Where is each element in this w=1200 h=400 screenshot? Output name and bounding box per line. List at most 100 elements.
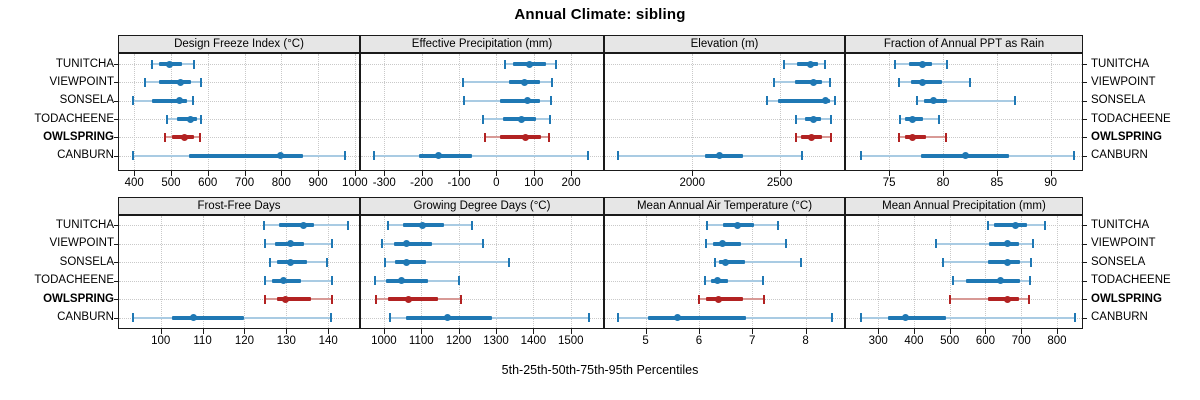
interquartile-bar: [386, 278, 428, 283]
interquartile-bar: [795, 80, 822, 85]
whisker-cap-5th: [381, 239, 384, 248]
whisker-range-line: [385, 261, 509, 263]
horizontal-gridline: [361, 299, 603, 300]
whisker-cap-5th: [462, 96, 465, 106]
x-tick-label: 300: [868, 335, 888, 347]
y-axis-tick: [114, 280, 118, 282]
site-label-right: TUNITCHA: [1091, 218, 1150, 231]
interquartile-bar: [705, 297, 744, 301]
panel-box: [118, 53, 360, 171]
median-dot: [181, 133, 189, 141]
vertical-gridline: [496, 54, 498, 170]
whisker-range-line: [860, 316, 1075, 319]
x-tick-label: 500: [940, 335, 960, 347]
x-tick-label: 130: [276, 335, 296, 347]
whisker-cap-5th: [617, 313, 620, 322]
x-axis-tick: [421, 329, 423, 334]
whisker-cap-5th: [263, 239, 266, 248]
whisker-cap-95th: [1073, 313, 1076, 322]
whisker-cap-5th: [263, 276, 266, 285]
x-tick-label: 700: [1011, 335, 1031, 347]
site-label-left: TUNITCHA: [55, 218, 114, 231]
whisker-cap-95th: [762, 276, 765, 285]
y-axis-tick: [114, 243, 118, 245]
interquartile-bar: [648, 315, 746, 320]
y-axis-tick: [114, 317, 118, 319]
vertical-gridline: [878, 216, 880, 328]
horizontal-gridline: [361, 225, 603, 226]
whisker-cap-5th: [262, 220, 265, 230]
vertical-gridline: [943, 54, 944, 170]
x-tick-label: 7: [749, 335, 756, 347]
y-axis-tick: [114, 299, 118, 300]
vertical-gridline: [328, 216, 330, 328]
vertical-gridline: [533, 216, 535, 328]
whisker-cap-95th: [549, 114, 552, 124]
whisker-cap-5th: [766, 96, 769, 106]
panel-strip: Mean Annual Air Temperature (°C): [604, 197, 845, 215]
whisker-cap-95th: [331, 239, 334, 248]
median-dot: [397, 277, 405, 284]
site-label-left: TODACHEENE: [34, 112, 114, 125]
x-tick-label: 400: [904, 335, 924, 347]
x-tick-label: 600: [198, 177, 218, 189]
vertical-gridline: [779, 54, 781, 170]
whisker-cap-95th: [329, 313, 332, 322]
horizontal-gridline: [605, 100, 844, 102]
whisker-cap-95th: [824, 59, 827, 69]
x-tick-label: -200: [410, 177, 434, 189]
panel-box: [845, 53, 1083, 171]
horizontal-gridline: [846, 225, 1082, 226]
y-axis-tick: [1083, 64, 1087, 65]
x-axis-tick: [207, 171, 209, 176]
whisker-cap-95th: [1073, 151, 1076, 161]
vertical-gridline: [698, 216, 700, 328]
x-tick-label: 90: [1044, 177, 1058, 189]
median-dot: [525, 60, 533, 68]
site-label-right: TODACHEENE: [1091, 274, 1171, 286]
panel-strip: Frost-Free Days: [118, 197, 360, 215]
horizontal-gridline: [119, 243, 359, 245]
x-axis-tick: [1050, 171, 1052, 176]
whisker-cap-5th: [697, 294, 700, 304]
vertical-gridline: [889, 54, 891, 170]
whisker-cap-5th: [484, 132, 487, 142]
median-dot: [909, 133, 917, 141]
site-label-left: SONSELA: [59, 255, 114, 268]
median-dot: [919, 60, 927, 68]
vertical-gridline: [384, 54, 386, 170]
vertical-gridline: [645, 216, 647, 328]
x-axis-tick: [571, 171, 573, 176]
whisker-cap-95th: [1029, 276, 1032, 285]
whisker-cap-5th: [481, 114, 484, 124]
interquartile-bar: [713, 241, 742, 246]
median-dot: [809, 78, 817, 86]
x-axis-tick: [459, 171, 461, 176]
site-label-right: TODACHEENE: [1091, 112, 1171, 125]
x-tick-label: 75: [882, 177, 896, 189]
vertical-gridline: [383, 216, 385, 328]
x-axis-tick: [1056, 329, 1058, 334]
site-label-right: CANBURN: [1091, 149, 1148, 162]
panel-title: Design Freeze Index (°C): [174, 38, 304, 50]
percentiles-caption: 5th-25th-50th-75th-95th Percentiles: [501, 363, 699, 377]
whisker-cap-95th: [1044, 220, 1047, 230]
panel-box: [360, 215, 604, 329]
whisker-cap-95th: [1028, 294, 1031, 304]
median-dot: [808, 133, 816, 141]
y-axis-tick: [114, 119, 118, 121]
site-label-right: VIEWPOINT: [1091, 237, 1156, 249]
x-axis-tick: [244, 329, 246, 334]
whisker-cap-5th: [132, 151, 135, 161]
y-axis-tick: [114, 82, 118, 84]
median-dot: [996, 277, 1004, 284]
whisker-cap-5th: [461, 77, 464, 87]
whisker-cap-5th: [897, 132, 900, 142]
whisker-cap-5th: [132, 96, 135, 106]
median-dot: [186, 115, 194, 123]
x-tick-label: 100: [524, 177, 544, 189]
x-tick-label: -100: [447, 177, 471, 189]
whisker-cap-95th: [507, 257, 510, 267]
y-axis-tick: [1083, 82, 1087, 84]
whisker-cap-95th: [801, 151, 804, 161]
